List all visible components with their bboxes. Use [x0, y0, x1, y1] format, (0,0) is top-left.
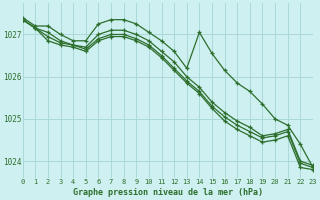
X-axis label: Graphe pression niveau de la mer (hPa): Graphe pression niveau de la mer (hPa) — [73, 188, 263, 197]
